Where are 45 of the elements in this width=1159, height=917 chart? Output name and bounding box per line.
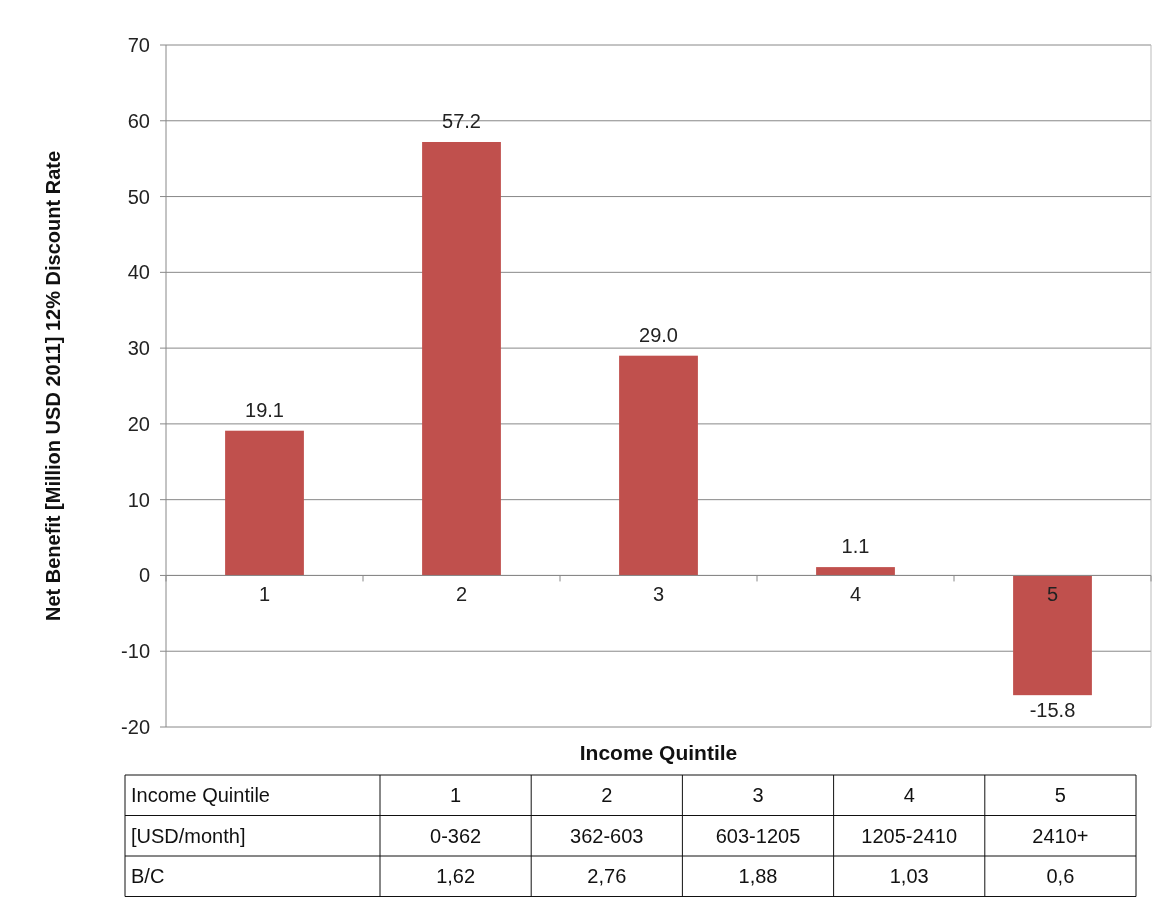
x-tick-label: 3 <box>652 583 665 606</box>
y-tick-label: 50 <box>127 185 150 208</box>
y-tick-label: 20 <box>127 412 150 435</box>
data-label: 57.2 <box>442 110 481 132</box>
text: 1,03 <box>889 865 929 888</box>
data-label: 1.1 <box>841 535 870 558</box>
x-tick-label: 2 <box>455 583 468 606</box>
y-tick-label: 10 <box>127 488 150 511</box>
y-tick-label: 70 <box>127 34 150 56</box>
text: Income Quintile <box>131 784 270 807</box>
text: [USD/month] <box>131 824 246 847</box>
x-tick-label: 5 <box>1046 583 1059 606</box>
text: 3 <box>752 784 764 807</box>
bar <box>619 355 698 576</box>
text: 0,6 <box>1046 865 1075 888</box>
x-axis-title: Income Quintile <box>579 741 738 764</box>
data-label: 19.1 <box>245 398 284 421</box>
y-tick-label: 40 <box>127 261 150 284</box>
x-tick-label: 4 <box>849 583 862 606</box>
text: 4 <box>903 784 915 807</box>
data-label: -15.8 <box>1029 699 1076 722</box>
text: 2 <box>601 784 613 807</box>
text: 362-603 <box>570 824 644 847</box>
text: 5 <box>1054 784 1066 807</box>
y-tick-label: 30 <box>127 337 150 360</box>
text: 2410+ <box>1032 824 1089 847</box>
text: 1,88 <box>738 865 778 888</box>
text: 1 <box>450 784 462 807</box>
y-axis-title: Net Benefit [Million USD 2011] 12% Discount Rate <box>42 150 64 622</box>
bar <box>225 430 304 576</box>
text: 1205-2410 <box>861 824 958 847</box>
text: 0-362 <box>430 824 482 847</box>
y-tick-label: 60 <box>127 109 150 132</box>
text: 2,76 <box>587 865 627 888</box>
text: 1,62 <box>436 865 476 888</box>
bar <box>816 567 895 576</box>
text: B/C <box>131 865 165 888</box>
y-tick-label: 0 <box>138 564 150 587</box>
y-tick-label: -10 <box>121 640 150 663</box>
text: 603-1205 <box>715 824 801 847</box>
data-label: 29.0 <box>639 323 678 346</box>
x-tick-label: 1 <box>258 583 271 606</box>
bar <box>1013 575 1092 696</box>
y-tick-label: -20 <box>121 716 150 738</box>
bar <box>422 142 501 576</box>
